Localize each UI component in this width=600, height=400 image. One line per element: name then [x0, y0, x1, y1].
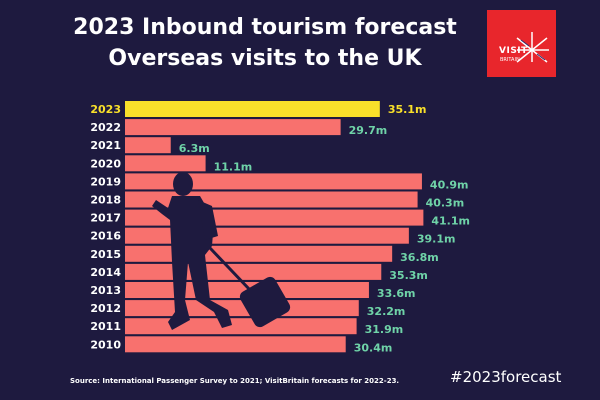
value-label: 33.6m	[377, 287, 416, 300]
value-label: 11.1m	[214, 160, 253, 173]
category-label: 2021	[90, 139, 121, 152]
category-label: 2023	[90, 103, 121, 116]
bar-2018	[125, 191, 418, 208]
logo-text-visit: VISIT	[499, 46, 528, 56]
category-label: 2017	[90, 212, 121, 225]
visit-britain-logo: VISIT BRITAIN	[487, 10, 556, 77]
category-label: 2018	[90, 194, 121, 207]
bar-2021	[125, 137, 171, 154]
category-label: 2022	[90, 121, 121, 134]
category-label: 2020	[90, 157, 121, 170]
value-label: 29.7m	[349, 124, 388, 137]
category-label: 2015	[90, 248, 121, 261]
bar-2011	[125, 318, 357, 335]
value-label: 40.9m	[430, 178, 469, 191]
bar-2010	[125, 336, 346, 353]
hashtag: #2023forecast	[450, 368, 562, 386]
value-label: 41.1m	[431, 215, 470, 228]
category-label: 2012	[90, 302, 121, 315]
value-label: 39.1m	[417, 233, 456, 246]
category-label: 2013	[90, 284, 121, 297]
title-line-1: 2023 Inbound tourism forecast	[73, 15, 457, 40]
category-label: 2019	[90, 175, 121, 188]
value-label: 40.3m	[426, 197, 465, 210]
bar-2022	[125, 119, 341, 136]
source-note: Source: International Passenger Survey t…	[70, 377, 400, 385]
value-label: 30.4m	[354, 341, 393, 354]
category-label: 2014	[90, 266, 121, 279]
value-label: 32.2m	[367, 305, 406, 318]
bar-2014	[125, 263, 382, 280]
bar-2015	[125, 245, 393, 262]
bar-2016	[125, 227, 409, 244]
union-flag-icon	[516, 32, 549, 63]
title-line-2: Overseas visits to the UK	[108, 46, 422, 71]
bar-2019	[125, 173, 422, 190]
logo-text-britain: BRITAIN	[500, 57, 520, 63]
value-label: 6.3m	[179, 142, 210, 155]
value-label: 36.8m	[400, 251, 439, 264]
traveller-silhouette	[152, 172, 291, 330]
bar-2020	[125, 155, 206, 172]
bar-2012	[125, 300, 359, 317]
bar-2023	[125, 101, 380, 117]
value-label: 35.1m	[388, 103, 427, 116]
value-label: 31.9m	[365, 323, 404, 336]
category-label: 2016	[90, 230, 121, 243]
value-label: 35.3m	[389, 269, 428, 282]
category-label: 2010	[90, 338, 121, 351]
category-label: 2011	[90, 320, 121, 333]
